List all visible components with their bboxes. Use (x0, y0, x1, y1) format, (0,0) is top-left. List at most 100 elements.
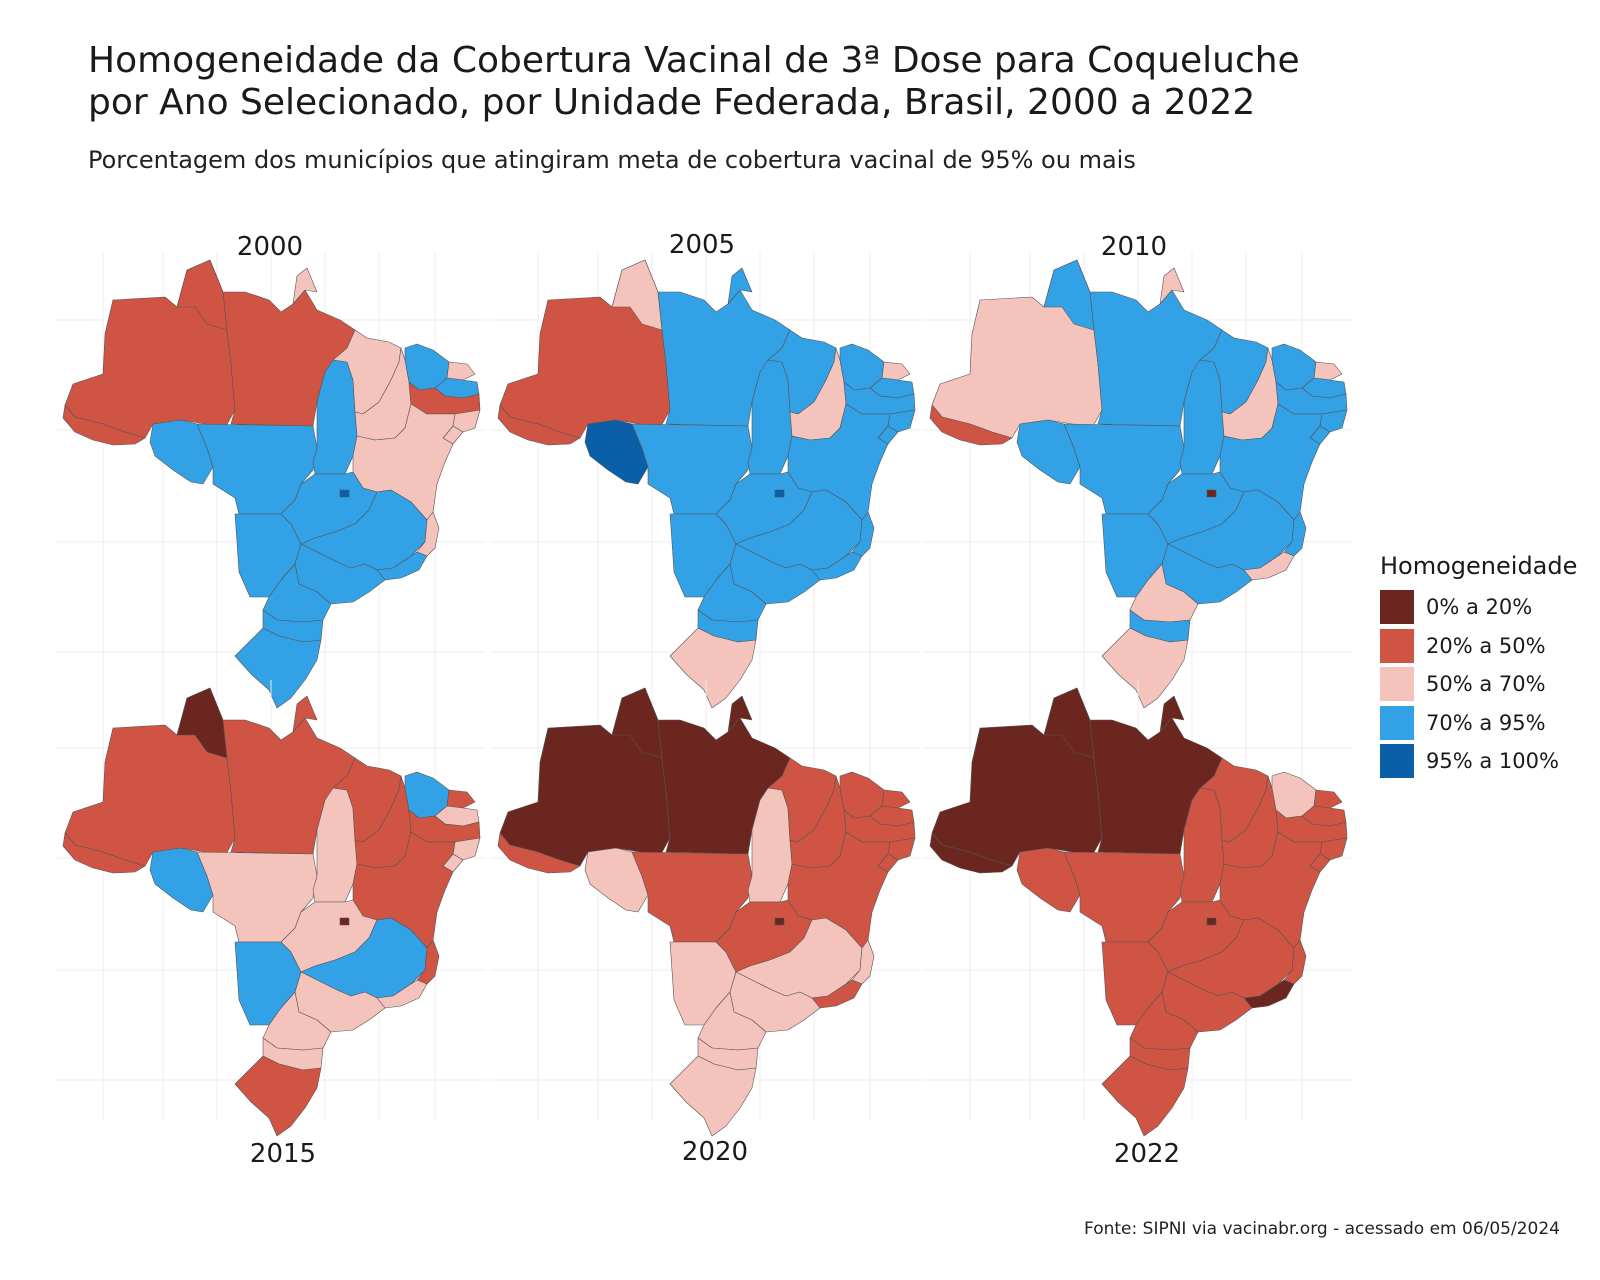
state-pa-2010 (1089, 289, 1223, 427)
state-rs-2000 (234, 627, 322, 709)
state-rj-2005 (811, 551, 863, 581)
panel-label-2010: 2010 (1101, 232, 1167, 262)
state-rj-2010 (1243, 551, 1295, 581)
state-df-2010 (1206, 489, 1217, 498)
state-ap-2010 (1159, 267, 1185, 305)
state-ac-2022 (929, 832, 1013, 874)
panel-label-2020: 2020 (682, 1137, 748, 1167)
legend-label: 0% a 20% (1426, 595, 1533, 620)
state-rr-2022 (1043, 687, 1095, 759)
state-pa-2020 (657, 717, 791, 855)
state-pa-2022 (1089, 717, 1223, 855)
state-rn-2020 (881, 789, 911, 809)
legend-label: 95% a 100% (1426, 749, 1559, 774)
legend-swatch (1380, 667, 1414, 702)
chart-title-line-1: Homogeneidade da Cobertura Vacinal de 3ª… (88, 40, 1300, 81)
map-panel-2020: 2020 (490, 680, 920, 1167)
legend-item-c4: 70% a 95% (1380, 704, 1577, 743)
state-ap-2022 (1159, 695, 1185, 733)
state-ro-2000 (149, 419, 214, 485)
map-panel-2022: 2022 (922, 680, 1352, 1169)
legend-item-c1: 0% a 20% (1380, 588, 1577, 627)
state-ac-2015 (62, 832, 146, 874)
state-ap-2020 (727, 695, 753, 733)
state-pa-2000 (222, 289, 356, 427)
state-ac-2000 (62, 404, 146, 446)
state-ac-2005 (497, 404, 581, 446)
state-ac-2010 (929, 404, 1013, 446)
map-panel-2010: 2010 (922, 232, 1352, 709)
state-rr-2020 (611, 687, 663, 759)
chart-title: Homogeneidade da Cobertura Vacinal de 3ª… (88, 40, 1508, 124)
legend-label: 50% a 70% (1426, 672, 1546, 697)
map-panel-2005: 2005 (490, 230, 920, 709)
state-rr-2005 (611, 259, 663, 331)
states-2000 (62, 259, 481, 709)
legend-item-c3: 50% a 70% (1380, 665, 1577, 704)
legend-label: 20% a 50% (1426, 633, 1546, 658)
state-es-2010 (1283, 511, 1307, 557)
state-df-2020 (774, 917, 785, 926)
chart-subtitle: Porcentagem dos municípios que atingiram… (88, 146, 1136, 174)
state-rs-2015 (234, 1055, 322, 1137)
state-es-2022 (1283, 939, 1307, 985)
panel-label-2005: 2005 (669, 230, 735, 260)
state-rn-2010 (1313, 361, 1343, 381)
state-rs-2010 (1101, 627, 1189, 709)
state-rn-2015 (446, 789, 476, 809)
state-rj-2020 (811, 979, 863, 1009)
state-rj-2015 (376, 979, 428, 1009)
state-rr-2010 (1043, 259, 1095, 331)
state-rn-2022 (1313, 789, 1343, 809)
state-ro-2015 (149, 847, 214, 913)
panel-label-2022: 2022 (1114, 1139, 1180, 1169)
state-rs-2022 (1101, 1055, 1189, 1137)
state-ac-2020 (497, 832, 581, 874)
panel-label-2015: 2015 (250, 1139, 316, 1169)
source-caption: Fonte: SIPNI via vacinabr.org - acessado… (1084, 1219, 1560, 1239)
state-ro-2020 (584, 847, 649, 913)
legend-swatch (1380, 590, 1414, 625)
panel-label-2000: 2000 (237, 232, 303, 262)
state-df-2000 (339, 489, 350, 498)
legend-swatch (1380, 628, 1414, 663)
state-rr-2000 (176, 259, 228, 331)
state-es-2020 (851, 939, 875, 985)
states-2010 (929, 259, 1348, 709)
state-ro-2005 (584, 419, 649, 485)
state-rr-2015 (176, 687, 228, 759)
states-2020 (497, 687, 916, 1137)
states-2015 (62, 687, 481, 1137)
state-ro-2022 (1016, 847, 1081, 913)
state-rn-2005 (881, 361, 911, 381)
states-2022 (929, 687, 1348, 1137)
state-df-2005 (774, 489, 785, 498)
state-ap-2005 (727, 267, 753, 305)
map-panel-2000: 2000 (55, 232, 485, 709)
state-rs-2020 (669, 1055, 757, 1137)
state-es-2000 (416, 511, 440, 557)
state-ap-2000 (292, 267, 318, 305)
legend: Homogeneidade 0% a 20% 20% a 50% 50% a 70%… (1380, 552, 1577, 781)
legend-swatch (1380, 744, 1414, 779)
state-pa-2005 (657, 289, 791, 427)
legend-title: Homogeneidade (1380, 552, 1578, 580)
legend-item-c5: 95% a 100% (1380, 742, 1577, 781)
state-es-2005 (851, 511, 875, 557)
state-pa-2015 (222, 717, 356, 855)
state-rs-2005 (669, 627, 757, 709)
legend-swatch (1380, 705, 1414, 740)
state-ap-2015 (292, 695, 318, 733)
legend-label: 70% a 95% (1426, 710, 1546, 735)
state-rj-2000 (376, 551, 428, 581)
state-es-2015 (416, 939, 440, 985)
state-df-2015 (339, 917, 350, 926)
state-ro-2010 (1016, 419, 1081, 485)
states-2005 (497, 259, 916, 709)
state-rn-2000 (446, 361, 476, 381)
legend-item-c2: 20% a 50% (1380, 627, 1577, 666)
chart-title-line-2: por Ano Selecionado, por Unidade Federad… (88, 82, 1256, 123)
map-panel-2015: 2015 (55, 680, 485, 1169)
state-rj-2022 (1243, 979, 1295, 1009)
